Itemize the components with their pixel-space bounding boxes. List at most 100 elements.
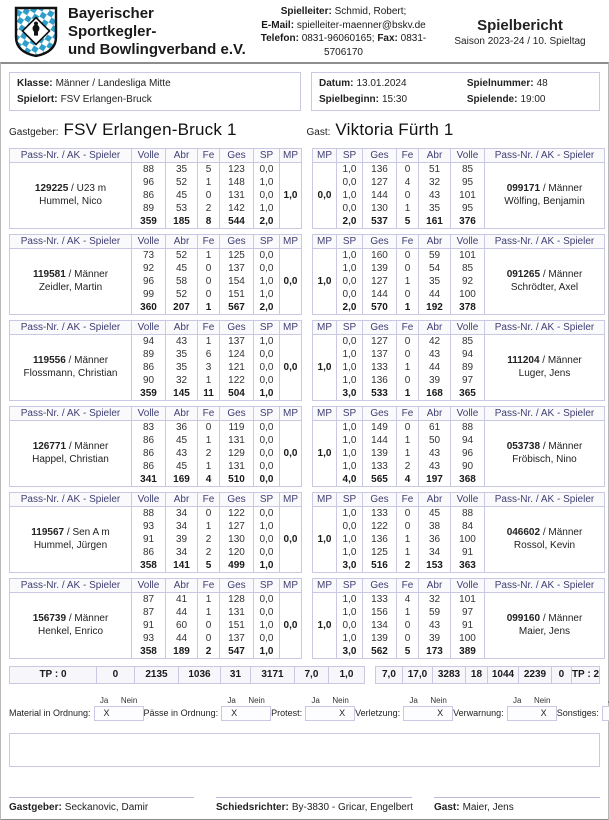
score-cell: 133	[362, 506, 397, 520]
player-name: Hummel, Jürgen	[33, 539, 108, 551]
guest-total-fe: 18	[464, 667, 487, 683]
datum-label: Datum:	[319, 78, 354, 89]
age-class: / Männer	[66, 441, 109, 452]
total-cell: 544	[219, 214, 254, 229]
col-volle: Volle	[131, 148, 166, 163]
mp-value: 0,0	[317, 190, 332, 201]
total-cell: 153	[418, 558, 451, 573]
total-cell: 192	[418, 300, 451, 315]
score-cell: 32	[418, 592, 451, 606]
home-player-table: Pass-Nr. / AK - Spieler Volle Abr Fe Ges SP MP…	[9, 406, 302, 487]
col-sp: SP	[336, 492, 363, 507]
score-cell: 61	[418, 420, 451, 434]
player-cell: 046602 / Männer Rossol, Kevin	[484, 506, 605, 573]
org-name: Bayerischer Sportkegler- und Bowlingverb…	[68, 5, 246, 59]
score-cell: 137	[219, 334, 254, 348]
score-cell: 44	[418, 287, 451, 301]
score-cell: 1,0	[336, 433, 363, 447]
score-cell: 0,0	[253, 631, 280, 645]
col-volle: Volle	[450, 234, 485, 249]
score-cell: 84	[450, 519, 485, 533]
score-cell: 1,0	[336, 360, 363, 374]
score-cell: 149	[362, 420, 397, 434]
score-cell: 2	[197, 446, 220, 460]
score-cell: 1	[197, 519, 220, 533]
score-cell: 39	[165, 532, 198, 546]
ja-nein-header: Ja Nein	[507, 696, 557, 705]
guest-signature-name: Maier, Jens	[462, 802, 514, 813]
mp-value: 0,0	[283, 448, 298, 459]
home-total-sp: 7,0	[293, 667, 328, 683]
guest-tp-cell: TP : 2	[570, 667, 599, 683]
player-name: Luger, Jens	[518, 367, 571, 379]
score-cell: 41	[165, 592, 198, 606]
remarks-box[interactable]	[9, 733, 600, 767]
total-cell: 570	[362, 300, 397, 315]
score-cell: 1,0	[336, 420, 363, 434]
score-cell: 88	[450, 420, 485, 434]
total-cell: 185	[165, 214, 198, 229]
score-cell: 154	[219, 274, 254, 288]
score-cell: 0,0	[253, 433, 280, 447]
total-cell: 169	[165, 472, 198, 487]
check-box[interactable]: X	[221, 706, 272, 721]
guest-table-header: MP SP Ges Fe Abr Volle Pass-Nr. / AK - Spieler	[312, 234, 605, 249]
score-cell: 144	[362, 188, 397, 202]
check-box[interactable]: X	[601, 706, 609, 721]
ja-mark: X	[231, 708, 238, 718]
score-cell: 91	[131, 618, 166, 632]
lane-row: 156739 / Männer Henkel, Enrico 87 41 1 128 0,…	[9, 592, 302, 659]
report-titlebox: Spielbericht Saison 2023-24 / 10. Spielt…	[441, 16, 599, 49]
check-box[interactable]: X	[403, 706, 454, 721]
ja-nein-header: Ja Nein	[221, 696, 271, 705]
spielnummer-value: 48	[536, 78, 548, 89]
lane-row: 90 32 1 122 0,0	[10, 373, 302, 387]
score-cell: 1	[396, 446, 419, 460]
col-volle: Volle	[450, 148, 485, 163]
score-cell: 35	[165, 347, 198, 361]
score-cell: 122	[362, 519, 397, 533]
signature-row: Gastgeber: Seckanovic, Damir Schiedsricht…	[9, 797, 600, 813]
score-cell: 58	[165, 274, 198, 288]
score-cell: 131	[219, 433, 254, 447]
total-cell: 8	[197, 214, 220, 229]
total-cell: 4	[396, 472, 419, 487]
check-box[interactable]: X	[506, 706, 557, 721]
contact-spielleiter: Spielleiter: Schmid, Robert;	[246, 5, 441, 19]
home-table-header: Pass-Nr. / AK - Spieler Volle Abr Fe Ges SP MP	[9, 234, 302, 249]
lane-row: 0,0 134 0 43 91	[313, 618, 605, 632]
lane-row: 0,0 130 1 35 95	[313, 201, 605, 215]
score-cell: 1,0	[336, 532, 363, 546]
spielort-row: Spielort: FSV Erlangen-Bruck	[17, 92, 293, 108]
col-mp: MP	[312, 148, 337, 163]
check-box[interactable]: X	[305, 706, 356, 721]
score-cell: 0,0	[336, 175, 363, 189]
mp-value: 1,0	[317, 276, 332, 287]
nein-mark: X	[437, 708, 444, 718]
matchup-block: Pass-Nr. / AK - Spieler Volle Abr Fe Ges SP MP…	[9, 148, 605, 229]
total-cell: 504	[219, 386, 254, 401]
check-box[interactable]: X	[93, 706, 144, 721]
col-player: Pass-Nr. / AK - Spieler	[9, 148, 132, 163]
col-fe: Fe	[396, 234, 419, 249]
klasse-row: Klasse: Männer / Landesliga Mitte	[17, 76, 293, 92]
score-cell: 96	[450, 446, 485, 460]
home-signature: Gastgeber: Seckanovic, Damir	[9, 797, 194, 813]
total-cell: 389	[450, 644, 485, 659]
col-fe: Fe	[396, 148, 419, 163]
referee-signature-label: Schiedsrichter:	[216, 802, 289, 813]
guest-signature: Gast: Maier, Jens	[434, 797, 600, 813]
nein-label: Nein	[120, 696, 138, 705]
score-cell: 52	[165, 287, 198, 301]
guest-totals-bar: 7,0 17,0 3283 18 1044 2239 0 TP : 2	[374, 666, 600, 684]
score-cell: 0,0	[253, 532, 280, 546]
score-cell: 0	[396, 188, 419, 202]
lane-row: 0,0 127 4 32 95	[313, 175, 605, 189]
score-cell: 144	[362, 433, 397, 447]
score-cell: 0	[396, 261, 419, 275]
score-cell: 51	[418, 162, 451, 176]
score-cell: 1,0	[253, 274, 280, 288]
total-cell: 341	[131, 472, 166, 487]
age-class: / Sen A m	[64, 527, 110, 538]
